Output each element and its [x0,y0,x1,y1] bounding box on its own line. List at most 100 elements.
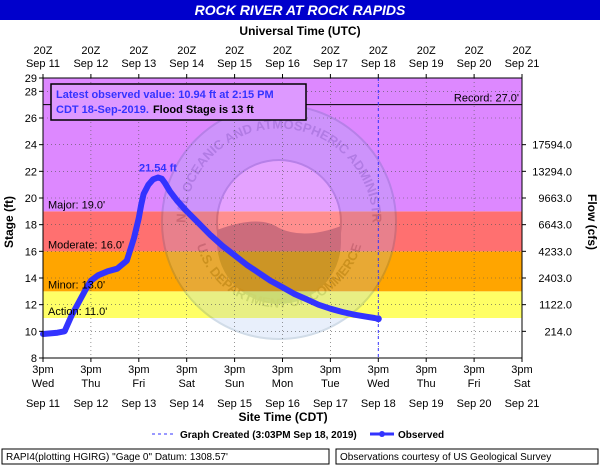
observed-point [351,312,357,318]
observed-point [363,314,369,320]
site-tick-date: Sep 19 [409,398,444,410]
flow-tick-label: 9663.0 [538,193,572,205]
noaa-gull-icon [217,221,341,304]
plot-area: NOAA NATIONAL OCEANIC AND ATMOSPHERIC AD… [0,0,523,359]
stage-tick-label: 20 [25,193,37,205]
stage-tick-label: 14 [25,273,37,285]
flow-tick-label: 13294.0 [532,166,572,178]
utc-tick-date: Sep 11 [26,58,60,70]
site-tick-time: 3pm [415,364,436,376]
observed-point [88,278,94,284]
observed-point [174,198,180,204]
site-tick-day: Mon [272,378,293,390]
utc-tick-date: Sep 13 [121,58,156,70]
observed-point [138,202,144,208]
observed-point [95,272,101,278]
band-label-action: Action: 11.0' [48,306,107,318]
site-tick-date: Sep 15 [217,398,252,410]
observed-point [162,180,168,186]
footer-datum-box [1,448,330,465]
utc-tick-hour: 20Z [129,45,148,57]
observed-point [62,328,68,334]
utc-tick-date: Sep 19 [409,58,444,70]
site-tick-day: Sun [225,378,245,390]
site-tick-day: Tue [321,378,340,390]
legend: Graph Created (3:03PM Sep 18, 2019) Obse… [152,430,444,441]
site-tick-date: Sep 13 [121,398,156,410]
site-tick-date: Sep 17 [313,398,348,410]
footer-source-box [335,448,599,465]
utc-tick-date: Sep 16 [265,58,300,70]
utc-tick-hour: 20Z [225,45,244,57]
observed-point [327,306,333,312]
utc-tick-date: Sep 14 [169,58,204,70]
site-tick-day: Sat [178,378,195,390]
site-tick-time: 3pm [272,364,293,376]
stage-tick-label: 24 [25,140,37,152]
observed-point [145,182,151,188]
flow-tick-label: 17594.0 [532,140,572,152]
stage-tick-label: 8 [31,353,37,365]
utc-tick-date: Sep 15 [217,58,252,70]
site-tick-time: 3pm [80,364,101,376]
footer-datum: RAPI4(plotting HGIRG) "Gage 0" Datum: 13… [6,452,228,463]
utc-tick-hour: 20Z [513,45,532,57]
flow-tick-label: 2403.0 [538,273,572,285]
plot-frame [42,77,523,359]
stage-tick-label: 29 [25,73,37,85]
site-tick-time: 3pm [128,364,149,376]
observed-point [291,291,297,297]
utc-tick-date: Sep 20 [457,58,492,70]
utc-tick-date: Sep 12 [73,58,108,70]
utc-tick-hour: 20Z [321,45,340,57]
site-tick-date: Sep 14 [169,398,204,410]
site-tick-time: 3pm [176,364,197,376]
site-tick-date: Sep 18 [361,398,396,410]
site-tick-date: Sep 16 [265,398,300,410]
observed-point [141,191,147,197]
latest-observed-point [374,315,382,323]
site-tick-day: Wed [32,378,54,390]
latest-observation-box: Latest observed value: 10.94 ft at 2:15 … [50,83,307,121]
observed-point [184,208,190,214]
stage-axis-title: Stage (ft) [2,196,16,248]
utc-tick-hour: 20Z [369,45,388,57]
site-tick-time: 3pm [32,364,53,376]
observed-point [220,243,226,249]
site-tick-time: 3pm [511,364,532,376]
band-label-major: Major: 19.0' [48,199,105,211]
flow-axis-ticks: 214.0 1122.0 2403.0 4233.0 6643.0 9663.0 13294… [522,140,572,338]
observed-point [280,284,285,290]
flow-tick-label: 1122.0 [539,300,572,312]
utc-tick-hour: 20Z [81,45,100,57]
stage-tick-label: 10 [25,326,37,338]
annotation-box [50,83,307,121]
observed-point [131,235,137,241]
band-label-moderate: Moderate: 16.0' [48,239,124,251]
site-tick-date: Sep 21 [505,398,540,410]
utc-tick-hour: 20Z [34,45,53,57]
observed-point [69,312,75,318]
site-tick-day: Thu [417,378,436,390]
stage-tick-label: 26 [25,113,37,125]
observed-point [315,302,321,308]
observed-series-line [40,174,382,337]
utc-tick-hour: 20Z [177,45,196,57]
site-tick-time: 3pm [463,364,484,376]
legend-observed-marker [379,431,385,437]
site-tick-time: 3pm [224,364,245,376]
top-axis-title: Universal Time (UTC) [239,24,360,38]
site-tick-date: Sep 11 [26,398,60,410]
site-tick-day: Sat [514,378,531,390]
band-label-minor: Minor: 13.0' [48,279,105,291]
flow-tick-label: 214.0 [544,326,572,338]
legend-observed-label: Observed [398,430,444,441]
site-tick-day: Thu [81,378,100,390]
observed-point [196,220,202,226]
site-tick-date: Sep 20 [457,398,492,410]
crest-value-label: 21.54 ft [139,162,177,174]
observed-point [114,266,120,272]
observed-point [167,188,173,194]
observed-point [244,262,250,268]
